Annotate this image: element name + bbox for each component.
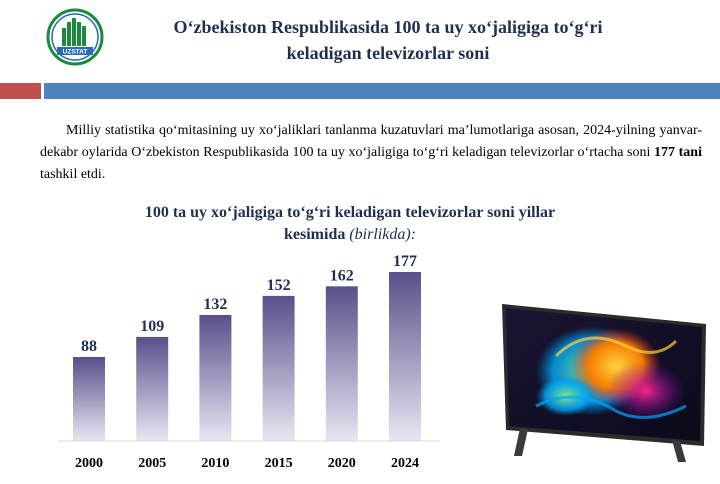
chart-unit: (birlikda): bbox=[349, 226, 416, 243]
x-tick-label-2010: 2010 bbox=[201, 456, 229, 471]
bar-2015 bbox=[262, 295, 295, 441]
x-tick-label-2024: 2024 bbox=[391, 456, 419, 471]
accent-bar-blue bbox=[44, 83, 720, 99]
page-title-line2: keladigan televizorlar soni bbox=[286, 43, 490, 63]
television-icon bbox=[502, 304, 706, 462]
intro-text-before: Milliy statistika qo‘mitasining uy xo‘ja… bbox=[40, 123, 702, 160]
bar-2000 bbox=[73, 356, 105, 441]
data-label-2015: 152 bbox=[267, 277, 291, 294]
uzstat-logo-icon: UZSTAT bbox=[46, 8, 104, 66]
x-tick-label-2020: 2020 bbox=[328, 456, 356, 471]
intro-paragraph: Milliy statistika qo‘mitasining uy xo‘ja… bbox=[40, 120, 702, 186]
x-tick-label-2005: 2005 bbox=[138, 456, 166, 471]
data-label-2020: 162 bbox=[330, 267, 354, 284]
page-title-line1: O‘zbekiston Respublikasida 100 ta uy xo‘… bbox=[173, 17, 603, 37]
bar-2010 bbox=[199, 314, 232, 441]
data-label-2000: 88 bbox=[81, 338, 97, 355]
logo-text: UZSTAT bbox=[63, 49, 88, 56]
data-label-2024: 177 bbox=[393, 253, 417, 270]
bar-2024 bbox=[389, 272, 421, 441]
intro-highlight: 177 tani bbox=[654, 145, 702, 160]
x-tick-label-2000: 2000 bbox=[75, 456, 103, 471]
page-title: O‘zbekiston Respublikasida 100 ta uy xo‘… bbox=[118, 14, 658, 66]
accent-bar-red bbox=[0, 83, 41, 99]
x-tick-label-2015: 2015 bbox=[265, 456, 293, 471]
data-label-2005: 109 bbox=[140, 318, 164, 335]
chart-title: 100 ta uy xo‘jaligiga to‘g‘ri keladigan … bbox=[80, 202, 620, 246]
intro-text-after: tashkil etdi. bbox=[40, 167, 106, 182]
bar-2020 bbox=[325, 286, 358, 441]
bar-2005 bbox=[136, 336, 169, 441]
bar-chart: 88 2000 109 2005 132 2010 152 2015 162 2020 177 202… bbox=[58, 253, 440, 471]
chart-title-line1: 100 ta uy xo‘jaligiga to‘g‘ri keladigan … bbox=[144, 204, 556, 221]
data-label-2010: 132 bbox=[203, 296, 227, 313]
chart-title-line2: kesimida bbox=[284, 226, 346, 243]
